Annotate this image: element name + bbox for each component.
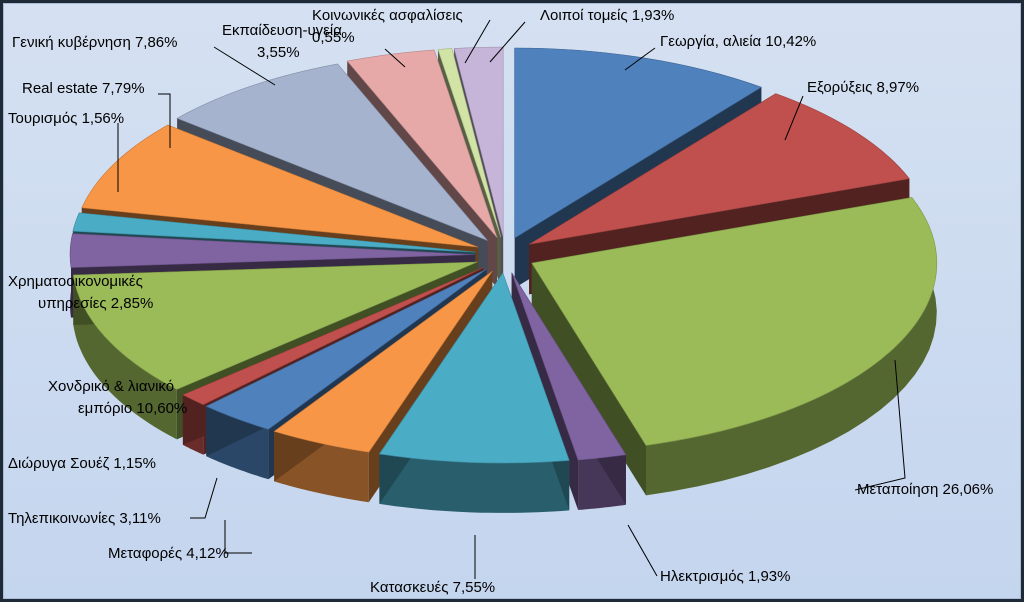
slice-10-label: Χρηματοοικονομικές υπηρεσίες 2,85% <box>8 273 153 312</box>
slice-3-wall-2 <box>531 263 646 496</box>
slice-11-label: Τουρισμός 1,56% <box>8 110 124 127</box>
slice-14 <box>346 49 498 238</box>
slice-9 <box>72 261 478 390</box>
slice-4-label: Ηλεκτρισμός 1,93% <box>660 568 790 585</box>
slice-1 <box>514 47 762 239</box>
slice-2-label: Εξορύξεις 8,97% <box>807 79 919 96</box>
slice-8 <box>182 267 484 406</box>
slice-2-leader <box>784 95 804 141</box>
slice-10 <box>69 233 476 268</box>
slice-3-side <box>646 197 937 496</box>
slice-6-leader <box>224 520 252 554</box>
slice-13-leader <box>213 46 276 86</box>
slice-14-leader <box>384 48 406 68</box>
slice-15 <box>437 48 502 238</box>
slice-9-label: Χονδρικό & λιανικό εμπόριο 10,60% <box>48 378 187 417</box>
slice-12-leader <box>158 93 171 148</box>
slice-8-label: Διώρυγα Σουέζ 1,15% <box>8 455 156 472</box>
slice-3-label: Μεταποίηση 26,06% <box>857 481 993 498</box>
slice-11 <box>72 212 476 253</box>
slice-7-leader <box>190 477 218 519</box>
slice-16-leader <box>489 21 526 63</box>
slice-4-leader <box>627 524 658 577</box>
slice-15-label: Κοινωνικές ασφαλίσεις 0,55% <box>312 7 463 46</box>
slice-3 <box>531 197 938 446</box>
slice-6 <box>273 271 493 453</box>
slice-12-label: Real estate 7,79% <box>22 80 145 97</box>
slice-9-side <box>73 275 177 440</box>
slice-3-leader <box>854 359 906 491</box>
slice-5-label: Κατασκευές 7,55% <box>370 579 495 596</box>
slice-1-label: Γεωργία, αλιεία 10,42% <box>660 33 816 50</box>
slice-4 <box>511 272 627 461</box>
slice-15-leader <box>464 19 491 64</box>
slice-5-side <box>379 453 570 513</box>
slice-16-label: Λοιποί τομείς 1,93% <box>540 7 674 24</box>
slice-2 <box>529 93 910 245</box>
slice-13 <box>176 63 488 241</box>
slice-7 <box>205 268 487 430</box>
slice-5 <box>378 272 570 464</box>
slice-7-label: Τηλεπικοινωνίες 3,11% <box>8 510 161 527</box>
slice-12 <box>81 124 479 248</box>
slice-1-leader <box>624 47 656 71</box>
slice-13-label: Γενική κυβέρνηση 7,86% <box>12 34 177 51</box>
slice-6-label: Μεταφορές 4,12% <box>108 545 229 562</box>
slice-14-label: Εκπαίδευση-υγεία 3,55% <box>222 22 342 61</box>
